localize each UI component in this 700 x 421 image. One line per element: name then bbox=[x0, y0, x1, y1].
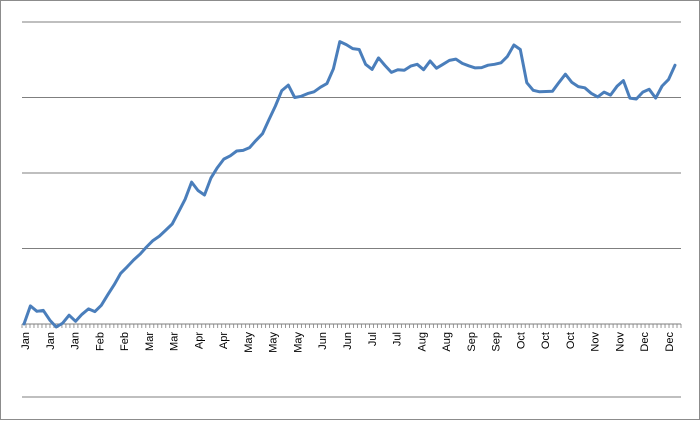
x-tick-label: Sep bbox=[466, 332, 478, 352]
x-tick-label: Feb bbox=[94, 332, 106, 351]
x-tick-label: Apr bbox=[193, 332, 205, 349]
x-tick-label: Jul bbox=[392, 332, 404, 346]
x-tick-label: Oct bbox=[515, 332, 527, 349]
x-tick-label: May bbox=[243, 332, 255, 353]
x-tick-label: Jan bbox=[20, 332, 32, 350]
x-tick-label: Oct bbox=[540, 332, 552, 349]
x-tick-label: Jun bbox=[317, 332, 329, 350]
x-tick-label: May bbox=[292, 332, 304, 353]
x-tick-label: Mar bbox=[169, 332, 181, 351]
x-tick-label: Aug bbox=[441, 332, 453, 352]
x-tick-label: Jan bbox=[70, 332, 82, 350]
x-tick-label: Jul bbox=[367, 332, 379, 346]
x-tick-label: Jan bbox=[45, 332, 57, 350]
x-tick-label: Feb bbox=[119, 332, 131, 351]
x-tick-label: Oct bbox=[565, 332, 577, 349]
gridlines bbox=[22, 21, 681, 398]
x-tick-label: Apr bbox=[218, 332, 230, 349]
x-tick-label: Dec bbox=[639, 332, 651, 352]
x-tick-label: Sep bbox=[491, 332, 503, 352]
x-tick-label: Aug bbox=[416, 332, 428, 352]
series-line bbox=[22, 40, 677, 329]
x-axis bbox=[21, 323, 682, 328]
x-tick-labels: Jan Jan Jan Feb Feb Mar Mar Apr Apr May May May Jun J… bbox=[20, 332, 676, 353]
x-tick-label: Nov bbox=[614, 332, 626, 352]
x-tick-label: Jun bbox=[342, 332, 354, 350]
x-tick-label: May bbox=[268, 332, 280, 353]
x-tick-label: Dec bbox=[664, 332, 676, 352]
x-tick-label: Nov bbox=[590, 332, 602, 352]
x-tick-label: Mar bbox=[144, 332, 156, 351]
series-layer bbox=[22, 40, 677, 329]
